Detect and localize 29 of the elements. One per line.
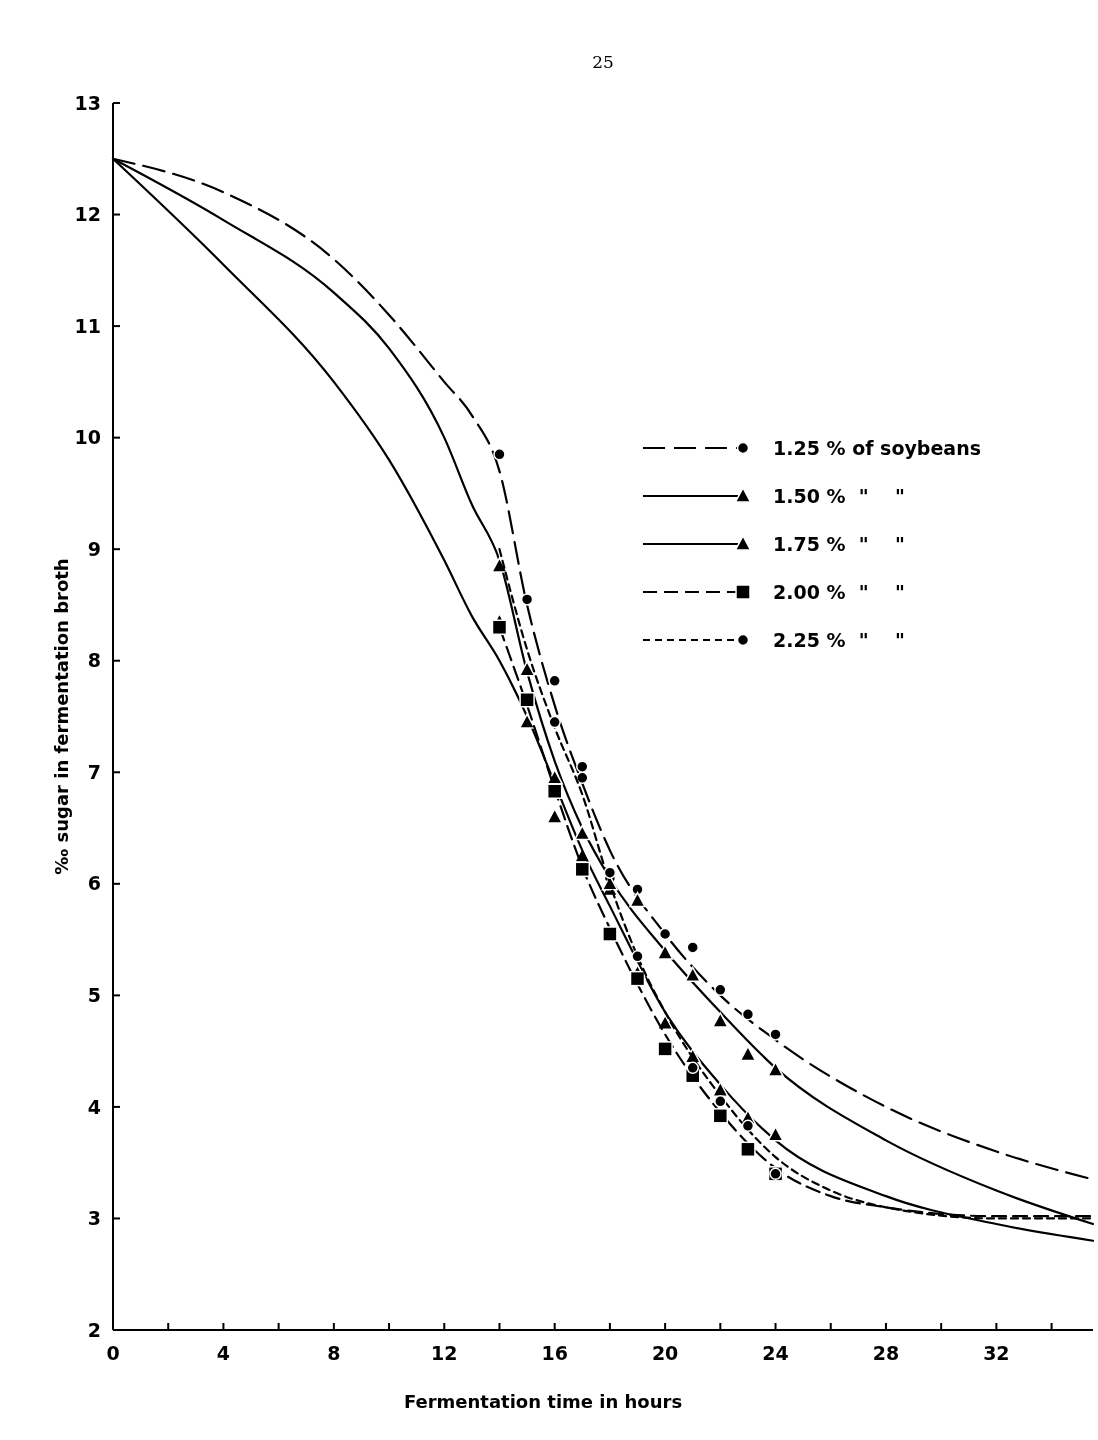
y-tick-label: 13 — [74, 91, 101, 114]
y-tick-label: 11 — [74, 314, 101, 337]
legend-label: 1.75 % " " — [773, 532, 906, 555]
text: 25 — [592, 52, 614, 72]
legend-label: 2.25 % " " — [773, 628, 906, 651]
x-tick-label: 20 — [651, 1342, 679, 1364]
x-tick-label: 28 — [872, 1342, 900, 1364]
x-tick-label: 32 — [983, 1342, 1010, 1364]
x-tick-label: 8 — [327, 1342, 341, 1364]
x-tick-label: 4 — [216, 1342, 231, 1364]
legend-label: 1.25 % of soybeans — [773, 436, 981, 459]
x-tick-label: 0 — [106, 1342, 120, 1364]
x-axis-title: Fermentation time in hours — [403, 1391, 683, 1412]
x-tick-label: 24 — [762, 1342, 789, 1364]
y-tick-label: 7 — [87, 760, 101, 783]
y-tick-label: 2 — [87, 1318, 101, 1341]
y-tick-label: 4 — [87, 1095, 101, 1118]
y-axis-title: ‰ sugar in fermentation broth — [51, 558, 72, 875]
y-tick-label: 9 — [87, 537, 101, 560]
legend-label: 2.00 % " " — [773, 580, 906, 603]
y-tick-label: 10 — [74, 426, 101, 449]
y-tick-label: 12 — [74, 203, 101, 226]
y-tick-label: 6 — [87, 872, 101, 895]
x-tick-label: 12 — [431, 1342, 458, 1364]
y-tick-label: 8 — [87, 649, 101, 672]
y-tick-label: 5 — [87, 984, 101, 1007]
legend-label: 1.50 % " " — [773, 484, 906, 507]
y-tick-label: 3 — [87, 1207, 101, 1230]
x-tick-label: 16 — [541, 1342, 568, 1364]
